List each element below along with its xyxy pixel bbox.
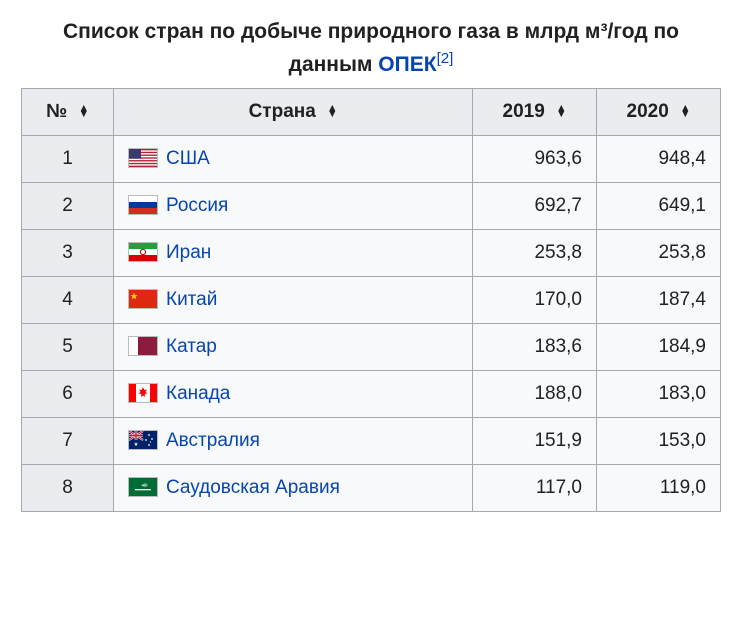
country-link[interactable]: США [166, 148, 210, 169]
country-link[interactable]: Китай [166, 289, 217, 310]
sort-icon: ▲▼ [556, 106, 566, 117]
country-link[interactable]: Саудовская Аравия [166, 477, 340, 498]
sort-icon: ▲▼ [680, 106, 690, 117]
sort-icon: ▲▼ [79, 106, 89, 117]
cell-2020: 153,0 [597, 418, 721, 465]
australia-flag-icon [128, 430, 158, 450]
country-link[interactable]: Иран [166, 242, 211, 263]
gas-production-table: № ▲▼ Страна ▲▼ 2019 ▲▼ 2020 ▲▼ 1 США 963,6… [21, 88, 721, 512]
cell-rank: 3 [22, 230, 114, 277]
table-row: 2 Россия 692,7649,1 [22, 183, 721, 230]
country-link[interactable]: Катар [166, 336, 217, 357]
cell-rank: 7 [22, 418, 114, 465]
caption-prefix: Список стран по добыче природного газа в… [63, 20, 679, 76]
table-row: 5 Катар 183,6184,9 [22, 324, 721, 371]
sort-icon: ▲▼ [327, 106, 337, 117]
col-rank-label: № [46, 101, 67, 122]
table-row: 1 США 963,6948,4 [22, 136, 721, 183]
table-row: 8ﷲ Саудовская Аравия 117,0119,0 [22, 465, 721, 512]
cell-rank: 1 [22, 136, 114, 183]
caption-link[interactable]: ОПЕК [378, 53, 436, 76]
col-country[interactable]: Страна ▲▼ [114, 89, 473, 136]
cell-2019: 963,6 [473, 136, 597, 183]
cell-2020: 948,4 [597, 136, 721, 183]
table-row: 4 Китай 170,0187,4 [22, 277, 721, 324]
country-link[interactable]: Россия [166, 195, 228, 216]
cell-country: Иран [114, 230, 473, 277]
table-caption: Список стран по добыче природного газа в… [21, 16, 721, 80]
china-flag-icon [128, 289, 158, 309]
canada-flag-icon [128, 383, 158, 403]
cell-rank: 8 [22, 465, 114, 512]
cell-2019: 151,9 [473, 418, 597, 465]
table-row: 6 Канада 188,0183,0 [22, 371, 721, 418]
cell-2020: 649,1 [597, 183, 721, 230]
cell-2019: 170,0 [473, 277, 597, 324]
caption-ref[interactable]: [2] [437, 50, 454, 67]
cell-country: Китай [114, 277, 473, 324]
cell-country: США [114, 136, 473, 183]
cell-rank: 6 [22, 371, 114, 418]
cell-2020: 184,9 [597, 324, 721, 371]
cell-country: Канада [114, 371, 473, 418]
cell-country: ﷲ Саудовская Аравия [114, 465, 473, 512]
cell-2020: 187,4 [597, 277, 721, 324]
col-country-label: Страна [249, 101, 316, 122]
country-link[interactable]: Австралия [166, 430, 260, 451]
cell-2020: 253,8 [597, 230, 721, 277]
cell-2019: 183,6 [473, 324, 597, 371]
col-2020-label: 2020 [627, 101, 669, 122]
cell-rank: 4 [22, 277, 114, 324]
cell-country: Россия [114, 183, 473, 230]
qatar-flag-icon [128, 336, 158, 356]
header-row: № ▲▼ Страна ▲▼ 2019 ▲▼ 2020 ▲▼ [22, 89, 721, 136]
saudi-flag-icon: ﷲ [128, 477, 158, 497]
usa-flag-icon [128, 148, 158, 168]
cell-country: Катар [114, 324, 473, 371]
cell-rank: 5 [22, 324, 114, 371]
cell-country: Австралия [114, 418, 473, 465]
table-row: 7 Австралия 151,9153,0 [22, 418, 721, 465]
cell-2019: 188,0 [473, 371, 597, 418]
iran-flag-icon [128, 242, 158, 262]
col-rank[interactable]: № ▲▼ [22, 89, 114, 136]
cell-2019: 253,8 [473, 230, 597, 277]
col-2019-label: 2019 [503, 101, 545, 122]
russia-flag-icon [128, 195, 158, 215]
col-2019[interactable]: 2019 ▲▼ [473, 89, 597, 136]
table-row: 3 Иран 253,8253,8 [22, 230, 721, 277]
country-link[interactable]: Канада [166, 383, 230, 404]
cell-2020: 119,0 [597, 465, 721, 512]
cell-2019: 692,7 [473, 183, 597, 230]
cell-rank: 2 [22, 183, 114, 230]
cell-2019: 117,0 [473, 465, 597, 512]
cell-2020: 183,0 [597, 371, 721, 418]
col-2020[interactable]: 2020 ▲▼ [597, 89, 721, 136]
